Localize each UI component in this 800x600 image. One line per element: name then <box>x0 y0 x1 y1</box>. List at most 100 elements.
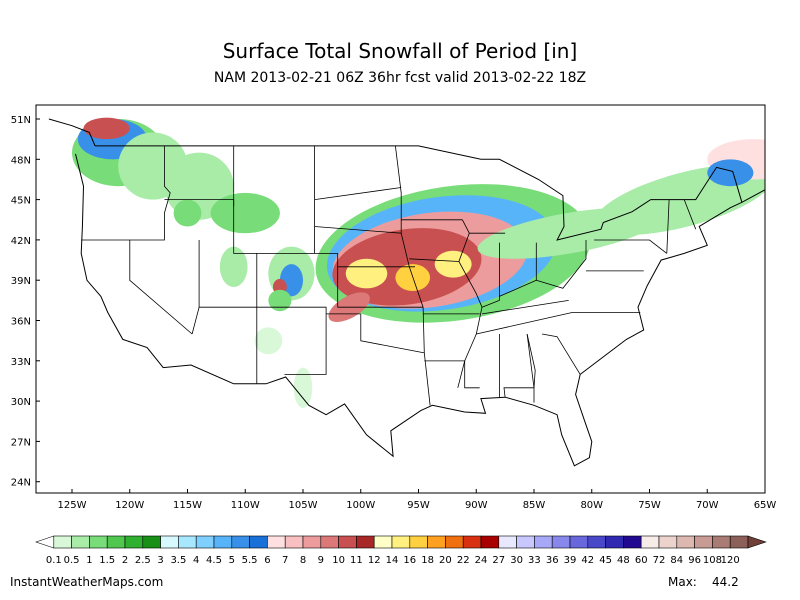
colorbar-box <box>338 535 357 549</box>
state-border <box>395 145 431 406</box>
title: Surface Total Snowfall of Period [in] <box>223 39 578 63</box>
colorbar-label: 16 <box>403 555 416 566</box>
colorbar-label: 1.5 <box>99 555 115 566</box>
colorbar-label: 0.5 <box>64 555 80 566</box>
lat-label: 39N <box>11 276 31 287</box>
colorbar-label: 96 <box>688 555 701 566</box>
state-border <box>536 240 587 289</box>
colorbar-label: 8 <box>300 555 306 566</box>
colorbar-label: 18 <box>421 555 434 566</box>
state-border <box>199 306 327 375</box>
colorbar-box <box>480 535 500 549</box>
state-border <box>314 226 402 234</box>
colorbar-label: 39 <box>564 555 577 566</box>
colorbar-label: 2 <box>122 555 128 566</box>
lon-label: 65W <box>754 500 777 511</box>
map-frame <box>35 104 766 494</box>
colorbar-label: 2.5 <box>135 555 151 566</box>
state-border <box>683 199 697 230</box>
state-border <box>424 360 480 389</box>
snow-area <box>434 250 472 278</box>
colorbar-box <box>178 535 197 549</box>
colorbar: 0.1 0.5 1 1.5 2 2.5 3 3.5 4 4.5 5 5.5 6 7 8 9 10 11 12 14 16… <box>35 535 767 566</box>
snow-area <box>219 246 248 287</box>
lon-label: 100W <box>346 500 375 511</box>
colorbar-box <box>516 535 535 549</box>
colorbar-label: 60 <box>635 555 648 566</box>
colorbar-arrow <box>35 535 55 549</box>
lon-label: 95W <box>407 500 430 511</box>
lon-label: 105W <box>289 500 318 511</box>
colorbar-label: 30 <box>510 555 523 566</box>
lat-label: 24N <box>11 478 31 489</box>
state-border <box>476 312 641 335</box>
state-border <box>666 199 670 254</box>
colorbar-box <box>391 535 411 549</box>
state-border <box>526 333 536 403</box>
state-border <box>191 240 200 335</box>
colorbar-label: 84 <box>670 555 683 566</box>
colorbar-box <box>409 535 428 549</box>
snow-area <box>210 192 280 234</box>
lat-label: 48N <box>11 155 31 166</box>
snow-area <box>173 199 202 227</box>
colorbar-box <box>534 535 553 549</box>
colorbar-box <box>462 535 482 549</box>
colorbar-box <box>89 535 108 549</box>
coastline <box>75 153 765 467</box>
state-border <box>314 187 402 200</box>
lat-label: 51N <box>11 115 31 126</box>
colorbar-label: 48 <box>617 555 630 566</box>
lon-label: 90W <box>465 500 488 511</box>
lat-label: 27N <box>11 437 31 448</box>
colorbar-box <box>640 535 660 549</box>
state-border <box>594 239 668 254</box>
lon-label: 125W <box>58 500 87 511</box>
colorbar-box <box>267 535 286 549</box>
lon-label: 85W <box>523 500 546 511</box>
lat-label: 30N <box>11 397 31 408</box>
snow-area <box>254 327 283 355</box>
state-border <box>481 242 500 308</box>
colorbar-box <box>124 535 144 549</box>
state-border <box>129 240 193 335</box>
colorbar-box <box>160 535 179 549</box>
colorbar-box <box>427 535 446 549</box>
colorbar-box <box>249 535 268 549</box>
colorbar-box <box>106 535 126 549</box>
colorbar-box <box>320 535 339 549</box>
colorbar-box <box>356 535 375 549</box>
colorbar-label: 72 <box>653 555 666 566</box>
colorbar-label: 6 <box>264 555 270 566</box>
colorbar-box <box>587 535 606 549</box>
colorbar-label: 27 <box>492 555 505 566</box>
colorbar-box <box>142 535 161 549</box>
colorbar-box <box>658 535 678 549</box>
snow-area <box>268 289 292 312</box>
colorbar-box <box>71 535 90 549</box>
colorbar-box <box>498 535 517 549</box>
colorbar-label: 24 <box>475 555 488 566</box>
lon-label: 70W <box>696 500 719 511</box>
colorbar-label: 36 <box>546 555 559 566</box>
colorbar-box <box>729 535 749 549</box>
colorbar-box <box>551 535 571 549</box>
state-border <box>503 333 535 398</box>
colorbar-label: 12 <box>368 555 381 566</box>
max-value: 44.2 <box>712 575 739 589</box>
lat-label: 36N <box>11 317 31 328</box>
state-border <box>457 219 483 388</box>
snow-area <box>345 258 388 289</box>
lat-label: 42N <box>11 236 31 247</box>
snowfall-field <box>72 117 765 408</box>
colorbar-box <box>676 535 695 549</box>
colorbar-label: 0.1 <box>46 555 62 566</box>
colorbar-label: 3.5 <box>170 555 186 566</box>
colorbar-label: 20 <box>439 555 452 566</box>
colorbar-box <box>712 535 731 549</box>
colorbar-box <box>213 535 233 549</box>
colorbar-box <box>623 535 642 549</box>
coastline <box>95 145 743 241</box>
colorbar-label: 7 <box>282 555 288 566</box>
lon-label: 80W <box>580 500 603 511</box>
